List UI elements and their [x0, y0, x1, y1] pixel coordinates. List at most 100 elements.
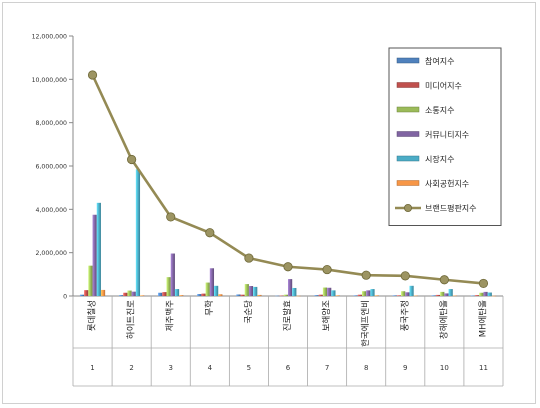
y-tick-label: 0 — [63, 294, 67, 301]
bar — [409, 285, 414, 296]
legend-label: 소통지수 — [425, 106, 454, 115]
bar — [92, 214, 97, 296]
bar — [214, 285, 219, 296]
line-point — [87, 70, 98, 80]
bar — [100, 289, 106, 296]
bar — [205, 282, 210, 296]
bar — [487, 292, 492, 296]
x-category-label: 롯데칠성 — [88, 300, 98, 331]
bar — [197, 294, 202, 296]
bar — [322, 287, 328, 296]
bar — [84, 290, 89, 296]
x-axis: 롯데칠성 하이트진로 제주맥주 무학 국순당 진로발효 보해양조 한국에프엔비 풍국주정 창해에탄… — [72, 295, 504, 387]
line-point — [244, 253, 254, 263]
bar — [236, 294, 241, 296]
legend-label: 사회공헌지수 — [425, 180, 469, 189]
bar — [279, 295, 284, 297]
y-axis: 0 2,000,000 4,000,000 6,000,000 8,000,000 10,… — [32, 34, 74, 301]
x-category-label: 제주맥주 — [165, 300, 176, 331]
bar — [292, 287, 297, 296]
bar — [366, 290, 371, 296]
bar — [240, 294, 245, 296]
x-rank-label: 4 — [208, 364, 213, 372]
bar — [396, 295, 402, 296]
line-point — [127, 154, 137, 165]
x-rank-label: 10 — [440, 364, 449, 372]
x-category-label: 국순당 — [243, 300, 254, 324]
y-tick-label: 12,000,000 — [32, 34, 67, 41]
bar — [470, 295, 476, 297]
bar — [448, 289, 453, 296]
bar — [119, 295, 124, 296]
bar — [88, 265, 93, 296]
x-category-label: 보해양조 — [321, 300, 332, 331]
legend-label: 참여지수 — [425, 56, 454, 66]
bar — [140, 295, 145, 296]
y-tick-label: 8,000,000 — [36, 120, 68, 127]
bar — [431, 295, 436, 296]
bar — [218, 294, 223, 296]
x-rank-label: 1 — [90, 364, 94, 372]
bar — [296, 295, 301, 297]
bar-series — [79, 169, 497, 297]
bar — [135, 169, 141, 296]
bar — [479, 292, 484, 296]
bar — [170, 253, 175, 296]
bar — [475, 295, 480, 296]
legend-swatch — [396, 131, 420, 137]
legend-label: 브랜드평판지수 — [425, 203, 477, 213]
x-category-label: MH에탄올 — [477, 300, 488, 337]
bar — [413, 295, 418, 297]
x-category-label: 진로발효 — [282, 300, 293, 331]
bar — [483, 291, 488, 296]
chart-frame: 0 2,000,000 4,000,000 6,000,000 8,000,000 10,… — [2, 2, 536, 404]
x-rank-label: 11 — [479, 364, 488, 372]
bar — [444, 293, 449, 296]
bar — [288, 279, 293, 296]
legend-swatch — [396, 155, 420, 162]
bar — [318, 294, 323, 296]
bar — [361, 291, 367, 296]
x-category-label: 풍국주정 — [399, 300, 410, 331]
bar — [166, 277, 171, 296]
x-category-label: 한국에프엔비 — [360, 300, 371, 347]
bar — [370, 289, 375, 296]
bar — [357, 294, 362, 296]
legend-swatch — [396, 57, 420, 64]
line-point — [322, 264, 332, 275]
bar — [435, 294, 441, 296]
legend-swatch — [396, 180, 420, 186]
bar — [244, 284, 249, 296]
line-point — [478, 278, 489, 289]
bar — [174, 289, 180, 296]
line-point — [439, 275, 449, 285]
bar — [79, 294, 85, 296]
bar — [253, 286, 258, 296]
x-category-label: 창해에탄올 — [438, 300, 449, 339]
line-point — [400, 271, 410, 281]
y-tick-label: 4,000,000 — [36, 207, 68, 214]
bar — [131, 291, 136, 296]
x-rank-label: 8 — [364, 364, 368, 372]
bar — [440, 291, 445, 296]
x-rank-label: 6 — [286, 364, 291, 372]
bar — [123, 292, 128, 296]
bar — [209, 268, 215, 296]
x-category-label: 무학 — [204, 300, 215, 316]
bar — [96, 202, 101, 296]
y-tick-label: 6,000,000 — [36, 164, 68, 171]
x-rank-label: 2 — [129, 364, 133, 372]
bar — [179, 295, 184, 296]
line-point — [205, 228, 215, 238]
bar — [127, 290, 132, 296]
bar — [353, 295, 358, 296]
legend-marker — [403, 203, 412, 212]
bar — [257, 294, 262, 296]
bar — [392, 295, 397, 296]
bar — [374, 295, 379, 296]
bar — [491, 295, 497, 297]
line-point — [361, 270, 371, 280]
line-point — [166, 212, 176, 222]
x-rank-label: 7 — [325, 364, 329, 372]
